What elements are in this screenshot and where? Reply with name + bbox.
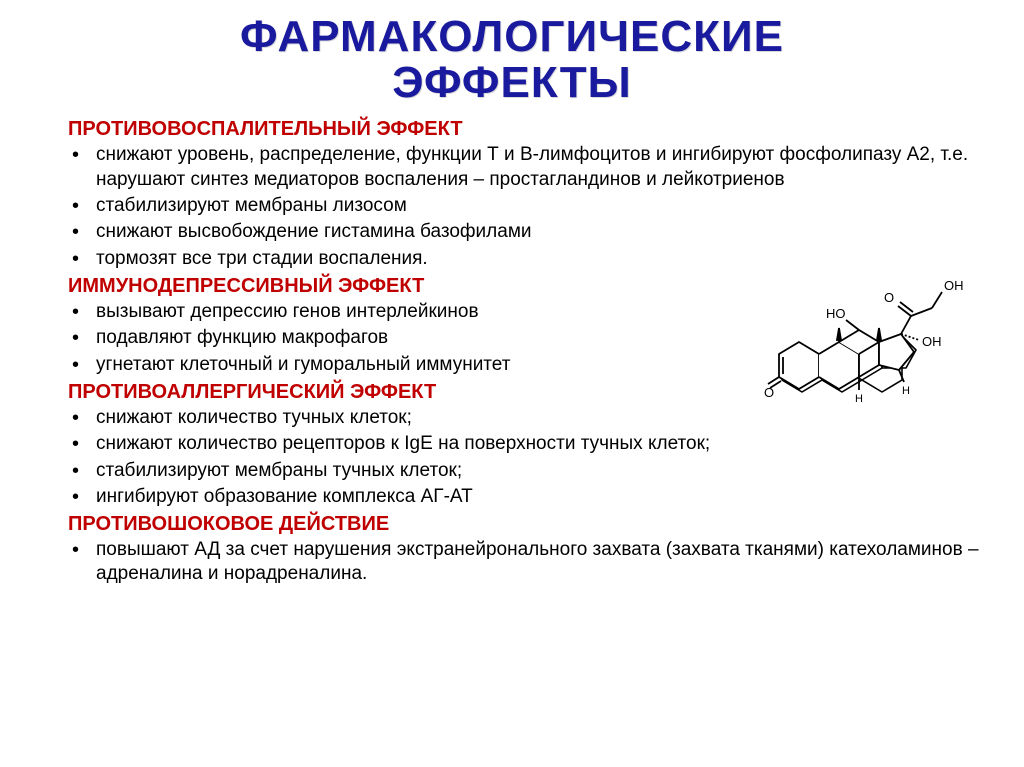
molecule-label-ho: HO: [826, 306, 846, 321]
svg-text:H: H: [902, 385, 910, 397]
list-item: ингибируют образование комплекса АГ-АТ: [96, 485, 984, 509]
molecule-label-oh3: OH: [922, 334, 942, 349]
svg-text:H: H: [855, 393, 863, 405]
list-item: снижают количество рецепторов к IgE на п…: [96, 432, 984, 456]
section-heading-4: ПРОТИВОШОКОВОЕ ДЕЙСТВИЕ: [40, 513, 984, 536]
section-4-list: повышают АД за счет нарушения экстранейр…: [40, 538, 984, 587]
page-title: ФАРМАКОЛОГИЧЕСКИЕ ЭФФЕКТЫ: [40, 14, 984, 106]
list-item: стабилизируют мембраны тучных клеток;: [96, 459, 984, 483]
molecule-label-o2: O: [764, 385, 774, 400]
molecule-diagram: O HO O OH OH H H: [764, 222, 994, 422]
molecule-label-oh1: OH: [944, 278, 964, 293]
list-item: снижают уровень, распределение, функции …: [96, 143, 984, 192]
title-line-1: ФАРМАКОЛОГИЧЕСКИЕ: [240, 12, 784, 61]
title-line-2: ЭФФЕКТЫ: [392, 58, 632, 107]
list-item: повышают АД за счет нарушения экстранейр…: [96, 538, 984, 587]
section-4: ПРОТИВОШОКОВОЕ ДЕЙСТВИЕ повышают АД за с…: [40, 513, 984, 587]
molecule-label-o1: O: [884, 290, 894, 305]
section-heading-1: ПРОТИВОВОСПАЛИТЕЛЬНЫЙ ЭФФЕКТ: [40, 118, 984, 141]
list-item: стабилизируют мембраны лизосом: [96, 194, 984, 218]
